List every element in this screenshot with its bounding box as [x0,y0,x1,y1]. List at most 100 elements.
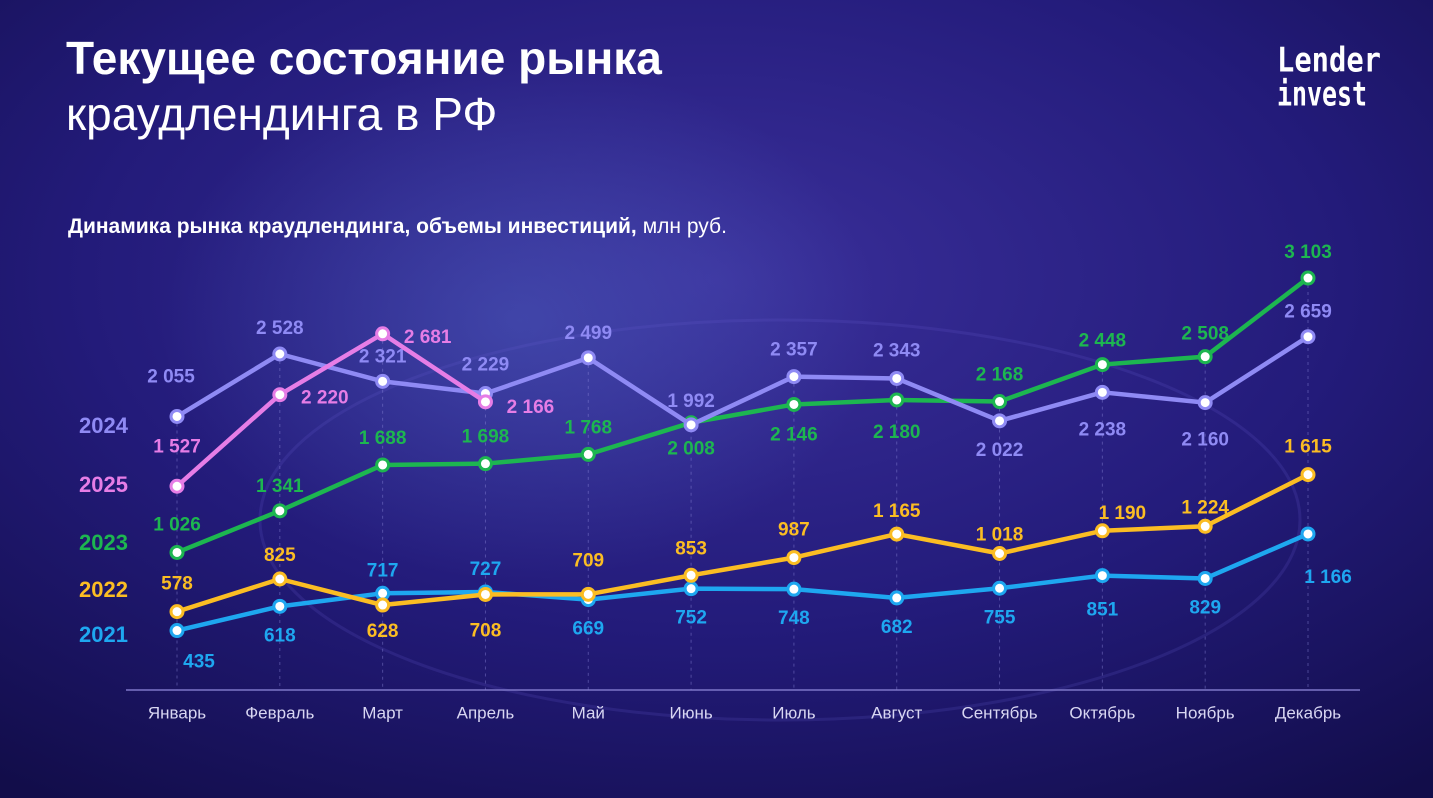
point [375,597,391,613]
value-label: 2 146 [770,424,818,445]
value-label: 1 698 [462,427,510,448]
series-line [176,472,1310,614]
point [580,350,596,366]
value-label: 1 527 [153,436,201,457]
x-tick-label: Январь [148,703,206,722]
value-label: 2 508 [1181,324,1229,345]
point [169,544,185,560]
point [683,567,699,583]
point [786,550,802,566]
point [375,373,391,389]
value-label: 1 190 [1099,503,1147,524]
x-tick-label: Октябрь [1069,703,1135,722]
value-label: 752 [675,608,707,629]
value-label: 755 [984,607,1016,628]
value-label: 2 220 [301,388,349,409]
point [272,503,288,519]
point [1197,349,1213,365]
point [375,457,391,473]
x-tick-label: Июль [772,703,816,722]
point [683,417,699,433]
legend-label: 2022 [79,577,128,602]
value-label: 1 615 [1284,437,1332,458]
point [375,326,391,342]
title: Текущее состояние рынка [66,32,662,84]
value-label: 1 026 [153,514,201,535]
point [889,526,905,542]
value-label: 2 055 [147,367,195,388]
x-tick-label: Апрель [457,703,515,722]
point [477,394,493,410]
x-tick-label: Декабрь [1275,703,1341,722]
x-tick-label: Сентябрь [961,703,1037,722]
value-label: 2 321 [359,346,407,367]
value-label: 2 499 [564,323,612,344]
value-label: 709 [572,550,604,571]
point [786,581,802,597]
value-label: 435 [183,652,215,673]
value-label: 853 [675,538,707,559]
value-label: 1 688 [359,428,407,449]
value-label: 825 [264,545,296,566]
point [477,586,493,602]
value-label: 2 160 [1181,430,1229,451]
value-label: 1 992 [667,391,715,412]
x-tick-label: Февраль [245,703,314,722]
point [1300,329,1316,345]
point [889,370,905,386]
value-label: 829 [1189,597,1221,618]
point [580,586,596,602]
point [1094,357,1110,373]
point [786,369,802,385]
x-tick-label: Ноябрь [1176,703,1235,722]
value-label: 1 166 [1304,567,1352,588]
legend-label: 2021 [79,622,128,647]
point [1300,526,1316,542]
value-label: 2 166 [507,397,555,418]
value-label: 2 229 [462,355,510,376]
point [992,394,1008,410]
point [375,585,391,601]
point [580,446,596,462]
logo-line1: Lender [1277,41,1381,81]
point [1197,518,1213,534]
point [1094,523,1110,539]
point [889,590,905,606]
point [169,478,185,494]
point [992,413,1008,429]
logo-line2: invest [1277,75,1367,115]
value-label: 578 [161,574,193,595]
point [1197,570,1213,586]
series-line [176,276,1310,555]
value-label: 1 768 [564,417,612,438]
value-label: 2 022 [976,440,1024,461]
value-label: 1 224 [1181,497,1229,518]
point [1300,270,1316,286]
x-tick-label: Июнь [669,703,712,722]
point [169,408,185,424]
value-label: 2 008 [667,439,715,460]
value-label: 2 168 [976,365,1024,386]
point [889,392,905,408]
value-label: 987 [778,520,810,541]
x-tick-label: Август [871,703,922,722]
value-label: 682 [881,617,913,638]
series-line [176,531,1309,633]
series-line [175,331,487,488]
value-label: 727 [470,559,502,580]
point [786,396,802,412]
value-label: 717 [367,560,399,581]
value-label: 1 165 [873,501,921,522]
unit: млн руб. [643,215,727,238]
point [272,346,288,362]
x-tick-label: Май [572,703,605,722]
value-label: 2 681 [404,327,452,348]
series-line [175,334,1310,428]
value-label: 851 [1087,600,1119,621]
value-label: 708 [470,620,502,641]
point [169,623,185,639]
value-label: 1 018 [976,525,1024,546]
value-label: 669 [572,619,604,640]
point [169,604,185,620]
point [272,571,288,587]
